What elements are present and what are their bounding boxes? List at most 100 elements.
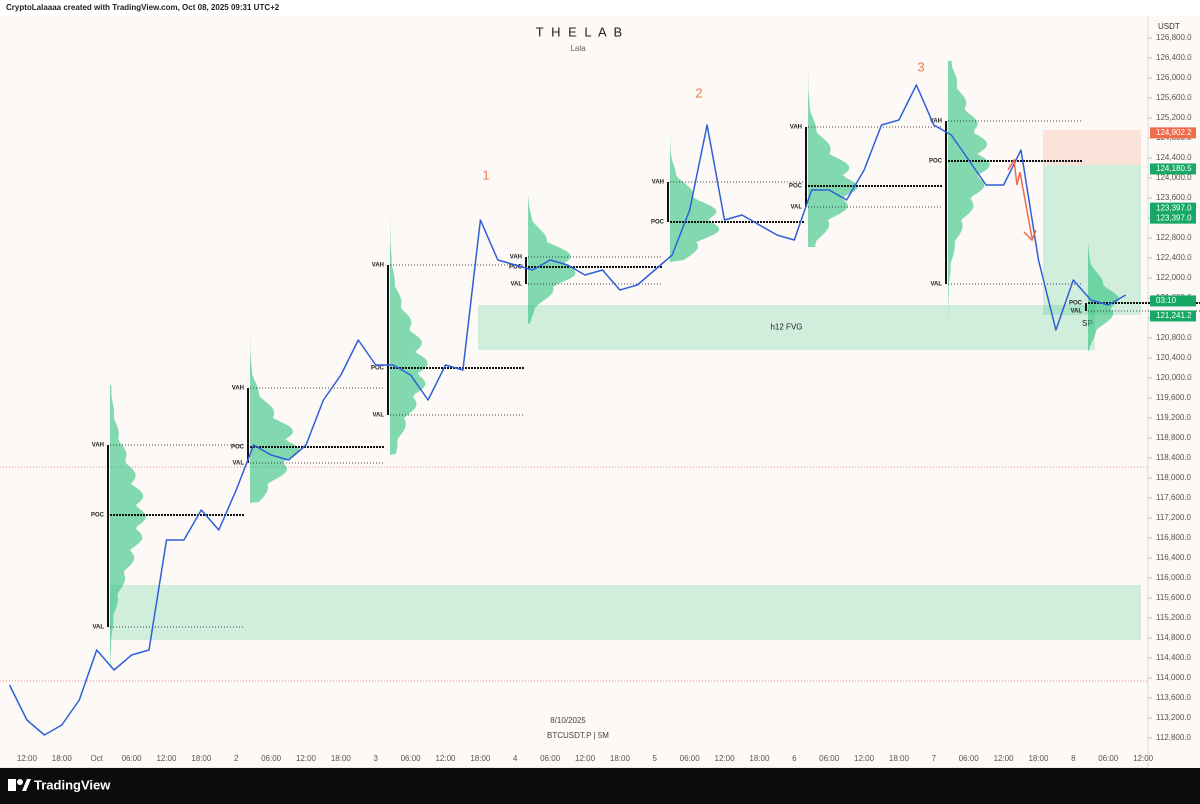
y-tick-label: 124,400.0 <box>1156 153 1192 162</box>
profile-label: POC <box>929 159 943 165</box>
y-tick-label: 116,800.0 <box>1156 533 1192 542</box>
x-tick-label: 18:00 <box>610 754 631 763</box>
x-tick-label: 2 <box>234 754 239 763</box>
y-tick-label: 125,600.0 <box>1156 93 1192 102</box>
volume-profile <box>1088 243 1119 351</box>
marker-label: 2 <box>695 85 702 100</box>
x-tick-label: 12:00 <box>435 754 456 763</box>
x-tick-label: 18:00 <box>1028 754 1049 763</box>
profile-label: POC <box>509 265 523 271</box>
y-tick-label: 120,400.0 <box>1156 353 1192 362</box>
header-bar <box>0 0 1200 16</box>
y-tick-label: 115,200.0 <box>1156 613 1192 622</box>
profile-label: VAH <box>372 263 384 269</box>
profile-label: POC <box>231 445 245 451</box>
y-tick-label: 113,200.0 <box>1156 713 1192 722</box>
marker-label: 3 <box>917 59 924 74</box>
x-tick-label: 06:00 <box>819 754 840 763</box>
y-tick-label: 115,600.0 <box>1156 593 1192 602</box>
price-badge <box>1150 212 1196 224</box>
chart-title: T H E L A B <box>536 24 624 39</box>
y-tick-label: 117,200.0 <box>1156 513 1192 522</box>
x-tick-label: 12:00 <box>17 754 38 763</box>
y-tick-label: 123,600.0 <box>1156 193 1192 202</box>
x-tick-label: 06:00 <box>959 754 980 763</box>
x-tick-label: 12:00 <box>1133 754 1154 763</box>
profile-label: POC <box>1069 301 1083 307</box>
x-tick-label: 06:00 <box>122 754 143 763</box>
x-tick-label: 12:00 <box>854 754 875 763</box>
date-note: 8/10/2025 <box>550 716 586 725</box>
zone <box>110 585 1141 640</box>
y-tick-label: 114,000.0 <box>1156 673 1192 682</box>
profile-label: POC <box>91 513 105 519</box>
volume-profile <box>948 61 990 324</box>
price-badge-label: 124,902.2 <box>1156 128 1192 137</box>
x-tick-label: 12:00 <box>715 754 736 763</box>
y-tick-label: 126,000.0 <box>1156 73 1192 82</box>
price-badge-label: 121,241.2 <box>1156 311 1192 320</box>
y-tick-label: 120,800.0 <box>1156 333 1192 342</box>
profile-label: VAL <box>92 625 104 631</box>
zone <box>1043 130 1141 165</box>
zone-note: SP <box>1082 319 1093 328</box>
y-tick-label: 122,800.0 <box>1156 233 1192 242</box>
x-tick-label: 06:00 <box>680 754 701 763</box>
header-text: CryptoLalaaaa created with TradingView.c… <box>6 3 280 12</box>
profile-label: POC <box>789 184 803 190</box>
profile-label: VAH <box>510 255 522 261</box>
y-tick-label: 125,200.0 <box>1156 113 1192 122</box>
y-tick-label: 120,000.0 <box>1156 373 1192 382</box>
y-tick-label: 117,600.0 <box>1156 493 1192 502</box>
price-badge-label: 123,397.0 <box>1156 213 1192 222</box>
x-tick-label: 12:00 <box>156 754 177 763</box>
y-tick-label: 119,600.0 <box>1156 393 1192 402</box>
x-tick-label: 12:00 <box>575 754 596 763</box>
profile-label: VAL <box>232 461 244 467</box>
x-tick-label: 18:00 <box>889 754 910 763</box>
y-tick-label: 126,800.0 <box>1156 33 1192 42</box>
x-tick-label: 18:00 <box>191 754 212 763</box>
x-tick-label: 12:00 <box>296 754 317 763</box>
marker-label: 1 <box>482 167 489 182</box>
logo <box>8 779 31 791</box>
profile-label: VAL <box>790 205 802 211</box>
x-tick-label: 6 <box>792 754 797 763</box>
y-tick-label: 118,800.0 <box>1156 433 1192 442</box>
zone-label: h12 FVG <box>770 323 802 332</box>
x-tick-label: 12:00 <box>994 754 1015 763</box>
price-badge-label: 124,180.5 <box>1156 164 1192 173</box>
profile-label: VAL <box>510 282 522 288</box>
y-tick-label: 126,400.0 <box>1156 53 1192 62</box>
chart-subtitle: Lala <box>570 44 586 53</box>
y-tick-label: 116,000.0 <box>1156 573 1192 582</box>
x-tick-label: 7 <box>932 754 937 763</box>
y-axis-label: USDT <box>1158 22 1180 31</box>
profile-label: VAH <box>652 180 664 186</box>
profile-label: VAH <box>930 119 942 125</box>
countdown-badge <box>1150 295 1196 307</box>
price-badge <box>1150 202 1196 214</box>
x-tick-label: 8 <box>1071 754 1076 763</box>
volume-profile <box>250 328 300 503</box>
countdown: 03:10 <box>1156 296 1177 305</box>
x-tick-label: 18:00 <box>749 754 770 763</box>
x-tick-label: 18:00 <box>470 754 491 763</box>
x-tick-label: 18:00 <box>331 754 352 763</box>
price-badge <box>1150 163 1196 175</box>
y-tick-label: 112,800.0 <box>1156 733 1192 742</box>
x-tick-label: 18:00 <box>52 754 73 763</box>
price-line <box>8 84 1127 736</box>
y-tick-label: 124,000.0 <box>1156 173 1192 182</box>
profile-label: VAH <box>790 125 802 131</box>
price-badge <box>1150 127 1196 139</box>
y-tick-label: 122,400.0 <box>1156 253 1192 262</box>
y-tick-label: 119,200.0 <box>1156 413 1192 422</box>
y-tick-label: 118,000.0 <box>1156 473 1192 482</box>
y-tick-label: 114,800.0 <box>1156 633 1192 642</box>
y-tick-label: 116,400.0 <box>1156 553 1192 562</box>
x-tick-label: 06:00 <box>1098 754 1119 763</box>
profile-label: VAL <box>930 282 942 288</box>
profile-label: POC <box>651 220 665 226</box>
